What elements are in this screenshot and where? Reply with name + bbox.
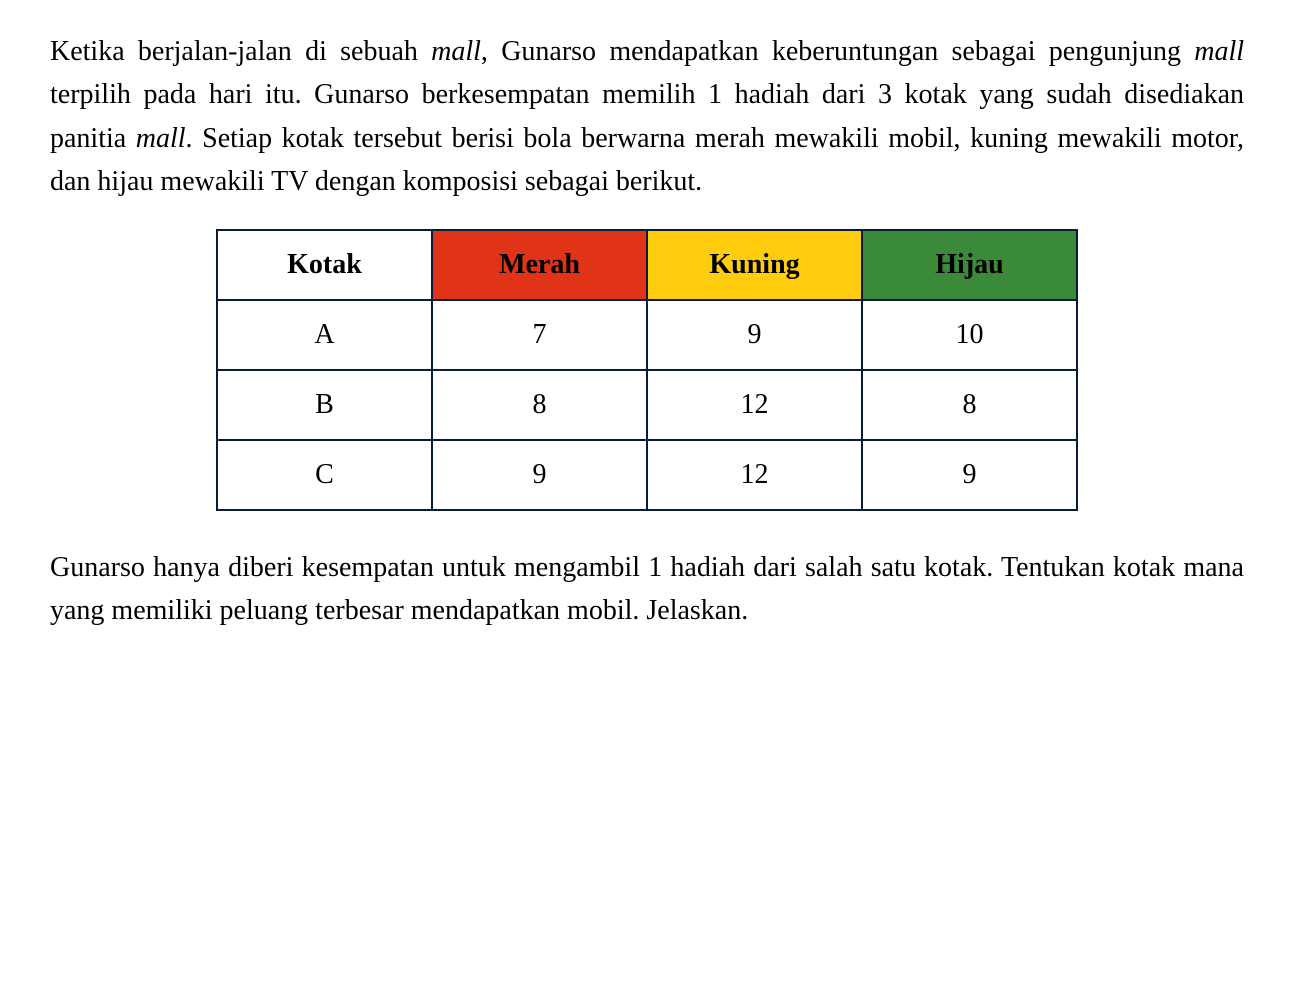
italic-text: mall [136,123,186,154]
cell-merah: 7 [432,300,647,370]
table-row: A 7 9 10 [217,300,1077,370]
row-label: A [217,300,432,370]
text-segment: Ketika berjalan-jalan di sebuah [50,36,431,67]
cell-merah: 9 [432,440,647,510]
cell-hijau: 9 [862,440,1077,510]
header-kuning: Kuning [647,230,862,300]
row-label: B [217,370,432,440]
question-paragraph: Gunarso hanya diberi kesempatan untuk me… [50,546,1244,633]
cell-kuning: 9 [647,300,862,370]
intro-paragraph: Ketika berjalan-jalan di sebuah mall, Gu… [50,30,1244,204]
header-kotak: Kotak [217,230,432,300]
composition-table: Kotak Merah Kuning Hijau A 7 9 10 B 8 12… [216,229,1078,511]
cell-merah: 8 [432,370,647,440]
row-label: C [217,440,432,510]
italic-text: mall [1194,36,1244,67]
table-header-row: Kotak Merah Kuning Hijau [217,230,1077,300]
italic-text: mall [431,36,481,67]
header-hijau: Hijau [862,230,1077,300]
text-segment: , Gunarso mendapatkan keberuntungan seba… [481,36,1194,67]
text-segment: . Setiap kotak tersebut berisi bola berw… [50,123,1244,197]
table-body: A 7 9 10 B 8 12 8 C 9 12 9 [217,300,1077,510]
cell-hijau: 10 [862,300,1077,370]
cell-kuning: 12 [647,440,862,510]
cell-kuning: 12 [647,370,862,440]
cell-hijau: 8 [862,370,1077,440]
table-row: B 8 12 8 [217,370,1077,440]
header-merah: Merah [432,230,647,300]
table-row: C 9 12 9 [217,440,1077,510]
table-container: Kotak Merah Kuning Hijau A 7 9 10 B 8 12… [50,229,1244,511]
